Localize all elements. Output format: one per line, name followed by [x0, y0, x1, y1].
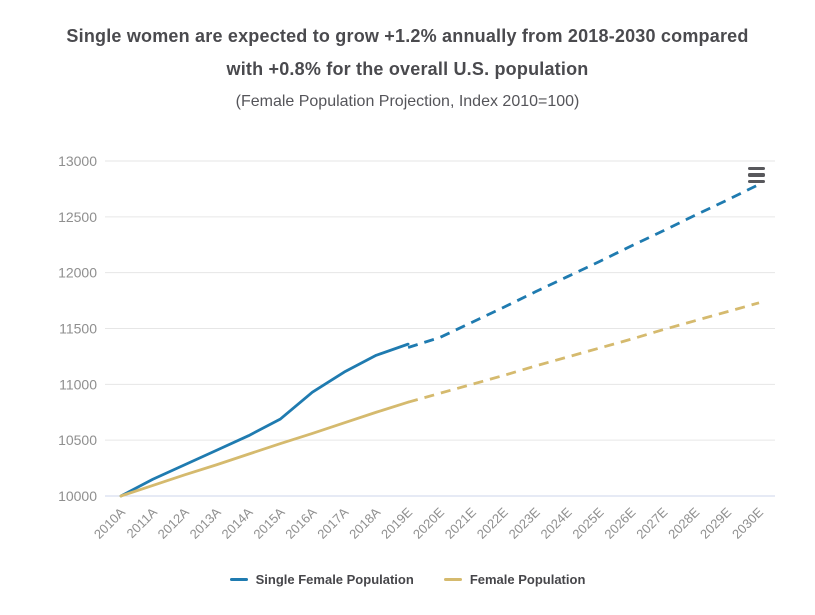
series-line-actual-0[interactable] [119, 342, 410, 498]
x-axis-tick-label: 2013A [187, 504, 224, 541]
legend-marker-single-female [229, 578, 248, 581]
series-line-estimate-0[interactable] [407, 183, 760, 349]
x-axis-tick-label: 2012A [155, 504, 192, 541]
x-axis-tick-label: 2030E [729, 504, 766, 541]
x-axis-tick-label: 2014A [219, 504, 256, 541]
x-axis-tick-label: 2027E [633, 504, 670, 541]
chart-header: Single women are expected to grow +1.2% … [0, 20, 815, 111]
legend-item-single-female-population[interactable]: Single Female Population [229, 572, 414, 587]
x-axis-tick-label: 2026E [601, 504, 638, 541]
x-axis-tick-label: 2018A [346, 504, 383, 541]
y-axis-tick-label: 12500 [58, 209, 97, 225]
chart-subtitle: (Female Population Projection, Index 201… [235, 93, 580, 110]
y-axis-tick-label: 11500 [59, 321, 97, 337]
chart-title-line-2: with +0.8% for the overall U.S. populati… [226, 59, 589, 79]
chart-title-line-1: Single women are expected to grow +1.2% … [66, 26, 749, 46]
x-axis-tick-label: 2028E [665, 504, 702, 541]
x-axis-tick-label: 2021E [442, 504, 479, 541]
x-axis-tick-label: 2020E [410, 504, 447, 541]
y-axis-tick-label: 10500 [58, 432, 97, 448]
legend: Single Female Population Female Populati… [0, 572, 815, 587]
export-menu-button[interactable] [744, 163, 770, 187]
hamburger-icon [748, 179, 765, 183]
y-axis-tick-label: 11000 [59, 376, 97, 392]
legend-label-female: Female Population [469, 572, 586, 587]
x-axis-tick-label: 2015A [250, 504, 287, 541]
x-axis-tick-label: 2011A [123, 504, 160, 541]
x-axis-tick-label: 2019E [378, 504, 415, 541]
x-axis-tick-label: 2010A [91, 504, 128, 541]
x-axis-tick-label: 2022E [474, 504, 511, 541]
legend-marker-female [443, 578, 462, 581]
plot-svg[interactable]: 10000 10500 11000 11500 12000 12500 13000 2010A… [0, 128, 815, 560]
legend-label-single-female: Single Female Population [255, 572, 414, 587]
x-axis-tick-label: 2017A [314, 504, 351, 541]
x-axis-tick-label: 2025E [569, 504, 606, 541]
series-line-estimate-1[interactable] [407, 301, 760, 404]
chart-title: Single women are expected to grow +1.2% … [0, 20, 815, 86]
y-axis-tick-label: 12000 [58, 265, 97, 281]
series-line-actual-1[interactable] [119, 400, 410, 498]
x-axis-tick-label: 2024E [538, 504, 575, 541]
legend-item-female-population[interactable]: Female Population [443, 572, 586, 587]
x-axis-tick-label: 2029E [697, 504, 734, 541]
y-axis-tick-label: 10000 [58, 488, 97, 504]
hamburger-icon [748, 173, 765, 177]
x-axis-tick-label: 2023E [506, 504, 543, 541]
hamburger-icon [748, 167, 765, 171]
x-axis-tick-label: 2016A [282, 504, 319, 541]
y-axis-tick-label: 13000 [58, 153, 97, 169]
